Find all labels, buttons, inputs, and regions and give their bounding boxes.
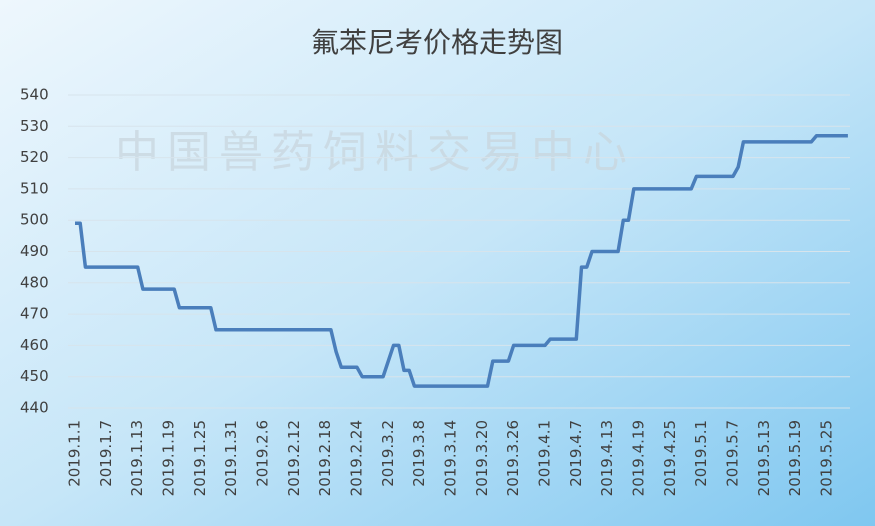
y-tick-label: 470 — [20, 305, 49, 323]
x-tick-label: 2019.5.7 — [723, 420, 741, 487]
x-tick-label: 2019.4.1 — [535, 420, 553, 487]
price-line — [75, 133, 848, 388]
y-tick-label: 520 — [20, 148, 49, 166]
x-tick-label: 2019.3.14 — [441, 420, 459, 496]
x-tick-label: 2019.5.1 — [692, 420, 710, 487]
chart-title: 氟苯尼考价格走势图 — [311, 26, 563, 59]
y-tick-label: 540 — [20, 86, 49, 104]
x-tick-label: 2019.4.13 — [598, 420, 616, 496]
x-tick-label: 2019.5.19 — [786, 420, 804, 496]
y-tick-label: 500 — [20, 211, 49, 229]
y-tick-label: 450 — [20, 367, 49, 385]
x-tick-label: 2019.2.18 — [316, 420, 334, 496]
y-tick-label: 490 — [20, 242, 49, 260]
y-tick-label: 440 — [20, 399, 49, 417]
x-tick-label: 2019.1.7 — [97, 420, 115, 487]
watermark: 中国兽药饲料交易中心 — [115, 127, 635, 178]
x-tick-label: 2019.2.24 — [347, 420, 365, 496]
x-tick-label: 2019.4.25 — [661, 420, 679, 496]
y-tick-label: 460 — [20, 336, 49, 354]
x-tick-label: 2019.3.26 — [504, 420, 522, 496]
y-tick-label: 530 — [20, 117, 49, 135]
x-tick-label: 2019.1.13 — [128, 420, 146, 496]
x-tick-label: 2019.1.31 — [222, 420, 240, 496]
x-tick-label: 2019.1.1 — [66, 420, 84, 487]
x-tick-label: 2019.3.20 — [473, 420, 491, 496]
x-tick-label: 2019.3.2 — [379, 420, 397, 487]
x-tick-label: 2019.3.8 — [410, 420, 428, 487]
y-tick-label: 510 — [20, 179, 49, 197]
x-tick-label: 2019.4.7 — [567, 420, 585, 487]
x-tick-label: 2019.5.25 — [817, 420, 835, 496]
x-tick-label: 2019.1.25 — [191, 420, 209, 496]
x-tick-label: 2019.2.12 — [285, 420, 303, 496]
x-tick-label: 2019.1.19 — [159, 420, 177, 496]
x-tick-label: 2019.5.13 — [755, 420, 773, 496]
y-tick-label: 480 — [20, 273, 49, 291]
x-tick-label: 2019.4.19 — [629, 420, 647, 496]
x-tick-label: 2019.2.6 — [253, 420, 271, 487]
